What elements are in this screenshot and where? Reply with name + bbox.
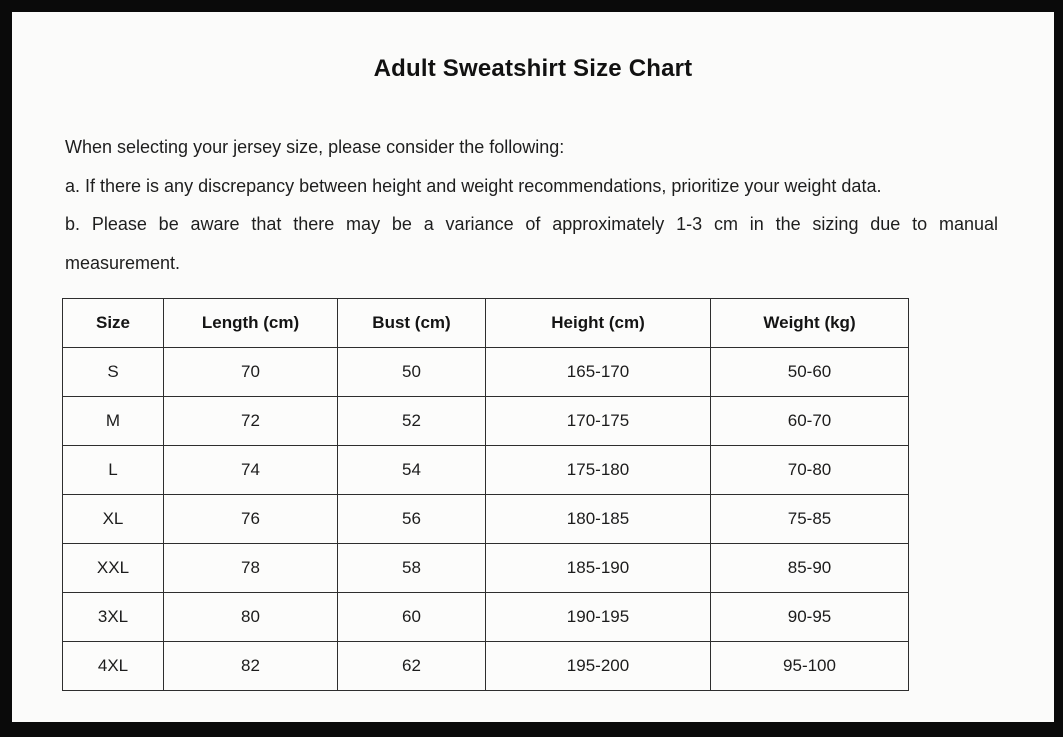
table-cell: 70-80 [710,445,909,495]
table-cell: 70 [163,347,338,397]
table-cell: 3XL [62,592,164,642]
column-header: Length (cm) [163,298,338,348]
note-b-line1: b. Please be aware that there may be a v… [65,214,998,234]
table-cell: 95-100 [710,641,909,691]
size-table: Size Length (cm) Bust (cm) Height (cm) Weigh… [62,298,909,691]
table-cell: 50-60 [710,347,909,397]
table-cell: 4XL [62,641,164,691]
table-cell: 180-185 [485,494,711,544]
table-row: L 74 54 175-180 70-80 [62,445,909,495]
table-cell: 50 [337,347,486,397]
table-cell: 85-90 [710,543,909,593]
table-cell: 58 [337,543,486,593]
table-row: 3XL 80 60 190-195 90-95 [62,592,909,642]
note-b-line2: measurement. [65,252,181,273]
table-row: 4XL 82 62 195-200 95-100 [62,641,909,691]
table-cell: 195-200 [485,641,711,691]
size-table-header-row: Size Length (cm) Bust (cm) Height (cm) Weigh… [62,298,909,348]
column-header: Weight (kg) [710,298,909,348]
table-cell: M [62,396,164,446]
table-cell: 185-190 [485,543,711,593]
sizing-notes: When selecting your jersey size, please … [65,128,998,282]
table-cell: 52 [337,396,486,446]
table-cell: L [62,445,164,495]
column-header: Size [62,298,164,348]
table-cell: 75-85 [710,494,909,544]
table-cell: 80 [163,592,338,642]
table-cell: 165-170 [485,347,711,397]
table-row: S 70 50 165-170 50-60 [62,347,909,397]
table-cell: 72 [163,396,338,446]
table-cell: S [62,347,164,397]
table-cell: 56 [337,494,486,544]
table-cell: 60-70 [710,396,909,446]
table-cell: 54 [337,445,486,495]
column-header: Bust (cm) [337,298,486,348]
note-a: a. If there is any discrepancy between h… [65,175,882,196]
table-cell: 90-95 [710,592,909,642]
table-cell: XXL [62,543,164,593]
table-cell: 74 [163,445,338,495]
table-cell: 62 [337,641,486,691]
table-row: M 72 52 170-175 60-70 [62,396,909,446]
table-cell: 170-175 [485,396,711,446]
intro-line: When selecting your jersey size, please … [65,137,565,157]
table-row: XL 76 56 180-185 75-85 [62,494,909,544]
table-cell: XL [62,494,164,544]
table-row: XXL 78 58 185-190 85-90 [62,543,909,593]
table-cell: 78 [163,543,338,593]
size-chart-page: Adult Sweatshirt Size Chart When selecti… [12,12,1054,722]
table-cell: 175-180 [485,445,711,495]
table-cell: 190-195 [485,592,711,642]
page-title: Adult Sweatshirt Size Chart [373,55,693,82]
table-cell: 60 [337,592,486,642]
size-table-body: S 70 50 165-170 50-60 M 72 52 170-175 60-70 L 74 54 1… [62,347,909,691]
table-cell: 82 [163,641,338,691]
column-header: Height (cm) [485,298,711,348]
table-cell: 76 [163,494,338,544]
